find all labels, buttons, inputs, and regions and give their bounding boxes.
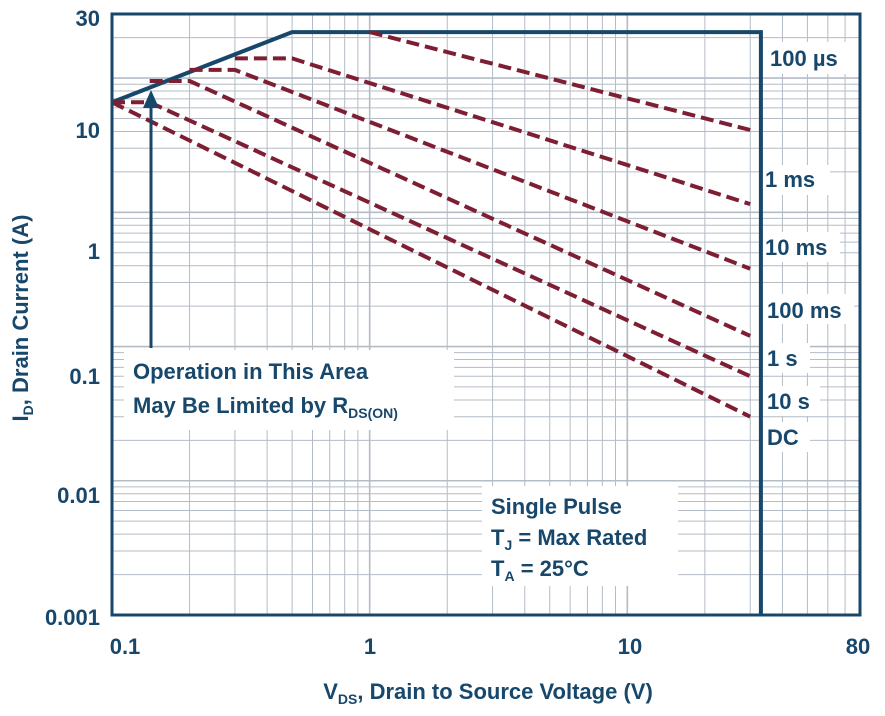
series-line-1s <box>112 100 752 379</box>
rds-on-annotation: Operation in This Area May Be Limited by… <box>133 359 398 421</box>
label-background <box>760 422 810 452</box>
y-tick-label: 0.001 <box>45 605 100 630</box>
y-tick-label: 30 <box>76 6 100 31</box>
y-tick-label: 0.1 <box>69 364 100 389</box>
label-background <box>482 486 678 586</box>
label-background <box>764 42 850 74</box>
x-axis-title-main: V <box>323 679 338 704</box>
y-tick-label: 10 <box>76 118 100 143</box>
label-background <box>760 232 840 262</box>
series-line-100s <box>369 30 751 132</box>
series-line-100ms <box>149 79 752 338</box>
y-axis-title-sub: D <box>20 405 36 415</box>
y-axis-title: ID, Drain Current (A) <box>8 215 36 422</box>
rds-annotation-sub: DS(ON) <box>348 405 398 421</box>
series-label-10s: 10 s <box>767 389 810 414</box>
x-axis-title-rest: , Drain to Source Voltage (V) <box>357 679 652 704</box>
series-label-100ms: 100 ms <box>767 298 842 323</box>
rds-annotation-line2: May Be Limited by RDS(ON) <box>133 393 398 421</box>
series-label-1s: 1 s <box>767 346 798 371</box>
x-tick-label: 1 <box>364 634 376 659</box>
rds-annotation-main: May Be Limited by R <box>133 393 348 418</box>
series-label-1ms: 1 ms <box>765 167 815 192</box>
conditions-ta: TA = 25°C <box>491 556 589 584</box>
label-background <box>760 294 854 324</box>
y-axis-title-rest: , Drain Current (A) <box>8 215 33 406</box>
conditions-tj-rest: = Max Rated <box>512 525 647 550</box>
label-background <box>760 343 810 373</box>
soa-boundary-line <box>111 30 763 615</box>
x-axis-title-sub: DS <box>338 691 357 707</box>
series-layer <box>111 30 752 419</box>
label-background <box>760 165 830 195</box>
series-line-10ms <box>189 67 751 271</box>
y-tick-labels: 30 10 1 0.1 0.01 0.001 <box>45 6 100 630</box>
y-tick-label: 1 <box>88 239 100 264</box>
conditions-tj-main: T <box>491 525 505 550</box>
x-tick-label: 80 <box>846 634 870 659</box>
conditions-ta-sub: A <box>504 568 514 584</box>
conditions-tj-sub: J <box>504 537 512 553</box>
series-label-10ms: 10 ms <box>765 235 827 260</box>
boundary-layer <box>111 30 763 615</box>
series-label-100us: 100 µs <box>770 46 838 71</box>
up-arrow-icon <box>143 90 159 348</box>
label-background <box>124 350 454 430</box>
label-backgrounds <box>124 42 854 586</box>
x-axis-title: VDS, Drain to Source Voltage (V) <box>323 679 653 707</box>
conditions-note: Single Pulse TJ = Max Rated TA = 25°C <box>491 494 647 584</box>
x-tick-labels: 0.1 1 10 80 <box>110 634 871 659</box>
conditions-tj: TJ = Max Rated <box>491 525 647 553</box>
plot-frame <box>110 12 862 617</box>
rds-annotation-line1: Operation in This Area <box>133 359 369 384</box>
series-line-dc <box>111 100 752 419</box>
x-tick-label: 0.1 <box>110 634 141 659</box>
series-label-dc: DC <box>767 425 799 450</box>
series-labels: 100 µs 1 ms 10 ms 100 ms 1 s 10 s DC <box>765 46 842 450</box>
y-tick-label: 0.01 <box>57 483 100 508</box>
series-line-1ms <box>234 56 751 207</box>
conditions-ta-main: T <box>491 556 505 581</box>
conditions-ta-rest: = 25°C <box>515 556 589 581</box>
y-axis-title-main: I <box>8 415 33 421</box>
x-tick-label: 10 <box>618 634 642 659</box>
label-background <box>760 386 820 416</box>
conditions-single-pulse: Single Pulse <box>491 494 622 519</box>
